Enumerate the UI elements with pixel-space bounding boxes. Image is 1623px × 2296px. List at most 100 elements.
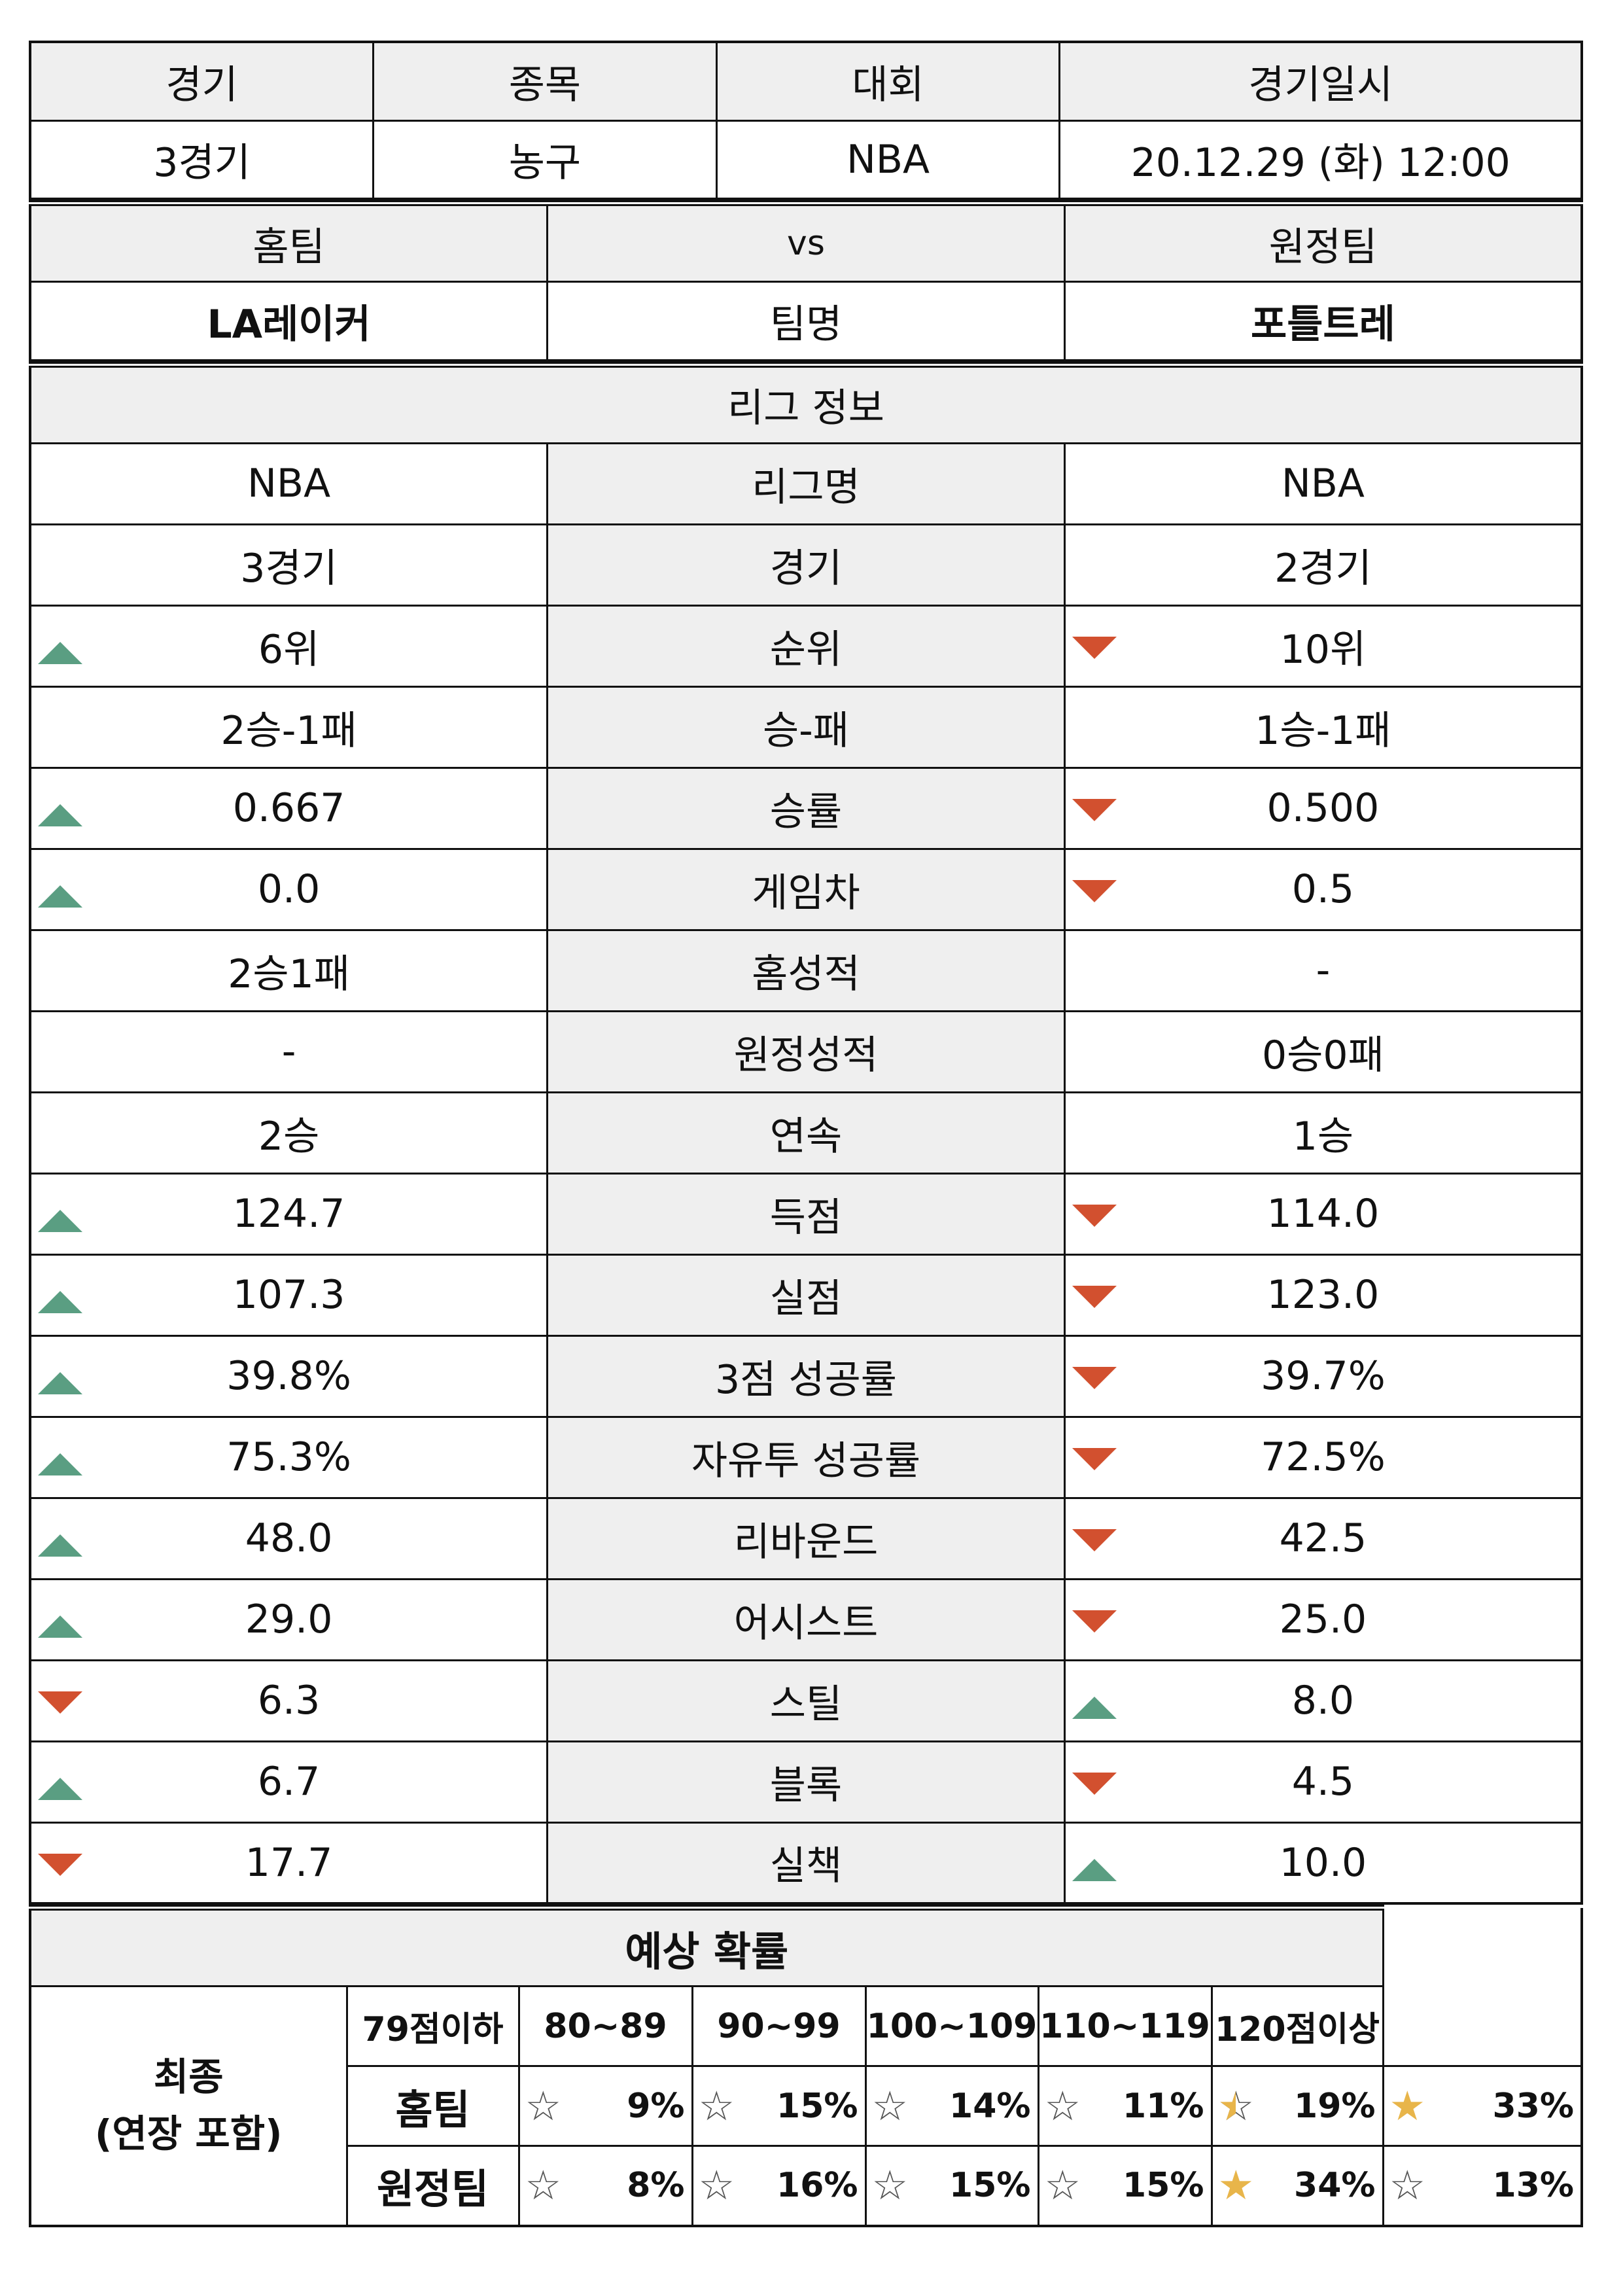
- datetime-label: 경기일시: [1058, 41, 1583, 122]
- away-stat-text: 1승-1패: [1255, 707, 1391, 754]
- triangle-down-icon: [1072, 1773, 1117, 1795]
- home-stat-value: 6.7: [29, 1740, 549, 1824]
- away-stat-value: 10위: [1063, 604, 1583, 688]
- final-label: 최종 (연장 포함): [29, 1985, 348, 2227]
- stat-row: 3경기 경기 2경기: [29, 523, 1583, 607]
- home-stat-text: 6.7: [257, 1759, 321, 1805]
- stat-row: 6위 순위 10위: [29, 604, 1583, 688]
- triangle-up-icon: [38, 642, 82, 664]
- away-stat-text: NBA: [1281, 461, 1365, 506]
- stat-label-text: 승률: [769, 788, 843, 835]
- league-info-title: 리그 정보: [29, 361, 1583, 444]
- stat-row: 75.3% 자유투 성공률 72.5%: [29, 1415, 1583, 1499]
- probability-value: 33%: [1492, 2086, 1574, 2126]
- away-stat-value: 39.7%: [1063, 1334, 1583, 1418]
- stat-label-text: 어시스트: [733, 1600, 879, 1646]
- away-stat-value: 1승-1패: [1063, 685, 1583, 769]
- away-stat-value: 0.5: [1063, 847, 1583, 931]
- star-empty-icon: ☆: [525, 2161, 562, 2210]
- triangle-down-icon: [1072, 1529, 1117, 1551]
- away-stat-text: 2경기: [1274, 545, 1372, 592]
- stat-row: - 원정성적 0승0패: [29, 1010, 1583, 1093]
- stat-label: 리그명: [546, 442, 1066, 525]
- range-120-above: 120점이상: [1210, 1985, 1384, 2067]
- stat-label: 득점: [546, 1172, 1066, 1256]
- triangle-down-icon: [1072, 1367, 1117, 1389]
- stat-label: 경기: [546, 523, 1066, 607]
- triangle-up-icon: [38, 1616, 82, 1638]
- home-stat-value: 107.3: [29, 1253, 549, 1337]
- match-header-values: 3경기 농구 NBA 20.12.29 (화) 12:00: [29, 119, 1583, 200]
- range-110-119: 110~119: [1037, 1985, 1213, 2067]
- stat-label-text: 홈성적: [752, 951, 860, 997]
- stat-label-text: 자유투 성공률: [691, 1438, 921, 1484]
- triangle-down-icon: [1072, 1448, 1117, 1470]
- home-stat-text: 0.667: [232, 785, 345, 831]
- home-stat-text: 124.7: [232, 1191, 345, 1237]
- home-stat-text: 29.0: [245, 1597, 333, 1642]
- stat-row: 2승1패 홈성적 -: [29, 928, 1583, 1012]
- away-stat-text: 39.7%: [1261, 1353, 1386, 1399]
- stat-label-text: 승-패: [762, 707, 850, 754]
- star-filled-icon: ★: [1217, 2161, 1255, 2210]
- stat-label: 3점 성공률: [546, 1334, 1066, 1418]
- away-stat-text: 123.0: [1266, 1272, 1380, 1318]
- prediction-team-label: 홈팀: [345, 2065, 520, 2147]
- league-info-table: 리그 정보 NBA 리그명 NBA 3경기 경기 2경기 6위 순위 10위 2승-1패 승-패 1승…: [29, 361, 1583, 1905]
- away-stat-text: 0.5: [1291, 866, 1355, 912]
- home-stat-value: NBA: [29, 442, 549, 525]
- home-stat-value: 17.7: [29, 1821, 549, 1905]
- stat-label-text: 블록: [769, 1762, 843, 1809]
- away-stat-text: 4.5: [1291, 1759, 1355, 1805]
- home-stat-value: 6위: [29, 604, 549, 688]
- stat-label-text: 경기: [769, 545, 843, 592]
- home-stat-text: 0.0: [257, 866, 321, 912]
- stat-row: 48.0 리바운드 42.5: [29, 1496, 1583, 1580]
- probability-value: 19%: [1294, 2086, 1376, 2126]
- home-stat-value: 124.7: [29, 1172, 549, 1256]
- probability-cell: ☆ 15%: [864, 2145, 1039, 2227]
- home-stat-text: 6.3: [257, 1678, 321, 1723]
- star-empty-icon: ☆: [871, 2161, 909, 2210]
- stat-row: 2승 연속 1승: [29, 1091, 1583, 1174]
- stat-label-text: 연속: [769, 1113, 843, 1159]
- star-empty-icon: ☆: [698, 2081, 735, 2130]
- prediction-table: 예상 확률 최종 (연장 포함) 79점이하 80~89 90~99 100~1…: [29, 1905, 1583, 2227]
- range-90-99: 90~99: [691, 1985, 867, 2067]
- away-stat-value: 8.0: [1063, 1659, 1583, 1742]
- home-stat-value: 0.0: [29, 847, 549, 931]
- star-empty-icon: ☆: [1044, 2081, 1081, 2130]
- away-stat-value: 2경기: [1063, 523, 1583, 607]
- away-stat-value: 42.5: [1063, 1496, 1583, 1580]
- triangle-down-icon: [1072, 880, 1117, 902]
- probability-value: 16%: [777, 2166, 858, 2206]
- teams-names-row: LA레이커 팀명 포틀트레: [29, 281, 1583, 361]
- triangle-up-icon: [38, 1210, 82, 1232]
- triangle-down-icon: [1072, 1205, 1117, 1227]
- stat-label-text: 3점 성공률: [714, 1356, 897, 1403]
- stat-row: 0.0 게임차 0.5: [29, 847, 1583, 931]
- stat-row: 17.7 실책 10.0: [29, 1821, 1583, 1905]
- away-stat-value: NBA: [1063, 442, 1583, 525]
- triangle-down-icon: [1072, 1286, 1117, 1308]
- away-stat-value: 0.500: [1063, 766, 1583, 850]
- star-empty-icon: ☆: [871, 2081, 909, 2130]
- range-80-89: 80~89: [517, 1985, 693, 2067]
- stat-row: 29.0 어시스트 25.0: [29, 1578, 1583, 1661]
- home-stat-value: 3경기: [29, 523, 549, 607]
- stat-label: 어시스트: [546, 1578, 1066, 1661]
- stat-label-text: 게임차: [752, 870, 860, 916]
- stat-label-text: 득점: [769, 1194, 843, 1241]
- triangle-up-icon: [38, 885, 82, 908]
- prediction-title-row: 예상 확률: [29, 1905, 1582, 1987]
- match-header-table: 경기 종목 대회 경기일시 3경기 농구 NBA 20.12.29 (화) 12…: [29, 41, 1583, 200]
- stat-label-text: 실책: [769, 1843, 843, 1890]
- stat-label-text: 스틸: [769, 1681, 843, 1727]
- away-team-name: 포틀트레: [1063, 281, 1583, 361]
- probability-cell: ★ 34%: [1210, 2145, 1384, 2227]
- probability-value: 34%: [1294, 2166, 1376, 2206]
- sport-label: 종목: [372, 41, 718, 122]
- triangle-down-icon: [38, 1853, 82, 1876]
- probability-cell: ☆ 9%: [517, 2065, 693, 2147]
- stat-label-text: 리그명: [752, 464, 860, 510]
